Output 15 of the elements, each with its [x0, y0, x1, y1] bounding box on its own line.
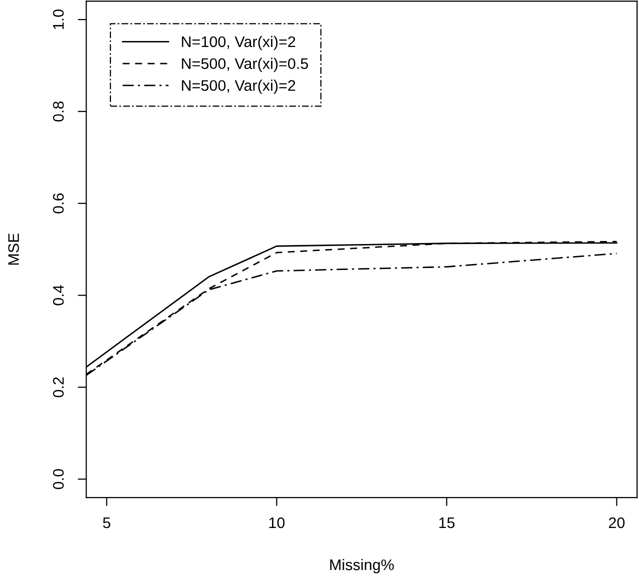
legend-label: N=500, Var(xi)=2	[182, 80, 296, 94]
y-tick-label: 0.0	[52, 469, 64, 490]
y-tick-label: 0.6	[52, 193, 64, 214]
y-tick-label: 0.2	[52, 377, 64, 398]
x-tick-label: 20	[608, 517, 625, 528]
legend-label: N=100, Var(xi)=2	[182, 36, 296, 50]
y-tick-label: 0.4	[52, 285, 64, 306]
x-axis-title: Missing%	[330, 558, 394, 574]
y-axis-title: MSE	[8, 233, 20, 265]
y-tick-label: 1.0	[52, 10, 64, 30]
y-tick-label: 0.8	[52, 102, 64, 122]
x-tick-label: 15	[439, 518, 455, 528]
x-tick-label: 5	[103, 518, 110, 528]
legend-label: N=500, Var(xi)=0.5	[182, 58, 308, 72]
x-tick-label: 10	[269, 517, 285, 528]
